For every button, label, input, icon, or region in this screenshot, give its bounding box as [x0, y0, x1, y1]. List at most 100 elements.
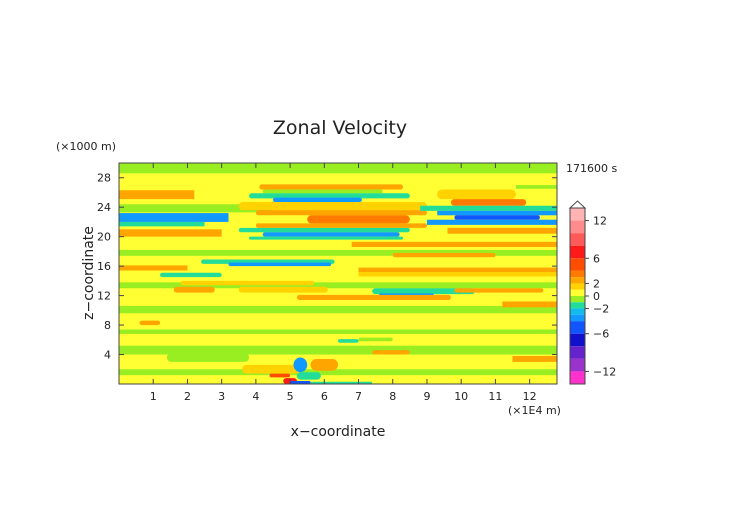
heatmap-cell	[454, 215, 540, 220]
heatmap-cell	[119, 249, 557, 256]
heatmap-cell	[255, 210, 427, 216]
x-tick-label: 11	[488, 390, 502, 403]
colorbar-level	[570, 245, 585, 259]
heatmap-cell	[119, 305, 557, 314]
heatmap-cell	[119, 163, 557, 174]
y-tick-label: 4	[104, 349, 111, 362]
heatmap-cell	[119, 221, 205, 227]
y-axis-label: z−coordinate	[81, 226, 97, 320]
heatmap-cell	[372, 288, 475, 295]
x-tick-label: 12	[523, 390, 537, 403]
colorbar-tick-label: 0	[593, 290, 600, 303]
heatmap-cell	[437, 189, 516, 200]
y-tick-label: 28	[97, 172, 111, 185]
heatmap-cell	[119, 265, 188, 271]
heatmap-cell	[447, 227, 557, 234]
heatmap-cell	[238, 227, 410, 233]
plot-frame	[118, 162, 558, 385]
y-tick-label: 8	[104, 319, 111, 332]
heatmap-cell	[119, 213, 229, 222]
heatmap-cell	[338, 339, 359, 343]
heatmap-cell	[307, 215, 410, 224]
heatmap-cell	[119, 190, 195, 200]
heatmap-cell	[351, 241, 557, 247]
heatmap-cell	[255, 223, 427, 228]
colorbar-level	[570, 289, 585, 296]
colorbar-tick-label: −12	[593, 365, 616, 378]
x-tick-label: 1	[150, 390, 157, 403]
colorbar-tick-label: 2	[593, 277, 600, 290]
heatmap-cell	[512, 356, 557, 362]
heatmap-cell	[173, 286, 215, 293]
heatmap-cell	[296, 372, 321, 380]
x-tick-label: 4	[252, 390, 259, 403]
heatmap-cell	[420, 205, 557, 211]
heatmap-cell	[238, 202, 427, 211]
heatmap-cell	[358, 267, 557, 273]
chart-title: Zonal Velocity	[273, 117, 407, 139]
heatmap-cell	[296, 294, 451, 301]
colorbar-level	[570, 220, 585, 234]
x-axis-label: x−coordinate	[291, 424, 386, 440]
heatmap-cell	[450, 199, 527, 206]
heatmap-cell	[119, 282, 557, 289]
heatmap-cell	[242, 364, 301, 374]
x-tick-label: 8	[389, 390, 396, 403]
heatmap-cell	[139, 320, 161, 326]
heatmap-cell	[272, 197, 362, 203]
heatmap-cell	[119, 229, 222, 237]
colorbar-level	[570, 233, 585, 246]
heatmap-cell	[166, 353, 250, 362]
x-axis-ticks: 1 2 3 4 5 6 7 8 9 10 11 12	[150, 163, 537, 403]
colorbar-tick-label: −6	[593, 328, 609, 341]
colorbar-level	[570, 270, 585, 278]
heatmap-cell	[238, 286, 328, 293]
colorbar: 12 6 20−2 −6 −12	[568, 200, 616, 385]
colorbar-tick-label: 12	[593, 215, 607, 228]
colorbar-level	[570, 358, 585, 372]
colorbar-level	[570, 308, 585, 315]
colorbar-tick-label: −2	[593, 303, 609, 316]
heatmap-cell	[119, 369, 557, 376]
colorbar-level	[570, 296, 585, 303]
x-unit-label: (×1E4 m)	[508, 404, 561, 417]
heatmap-cell	[426, 219, 557, 225]
colorbar-level	[570, 333, 585, 347]
colorbar-tick-label: 6	[593, 252, 600, 265]
heatmap-cell	[454, 288, 544, 293]
heatmap-cell	[372, 350, 410, 355]
heatmap-cell	[290, 381, 311, 384]
heatmap-cell	[228, 262, 332, 267]
heatmap-cell	[515, 185, 557, 189]
x-tick-label: 7	[355, 390, 362, 403]
colorbar-level	[570, 208, 585, 221]
heatmap-cell	[262, 232, 400, 237]
colorbar-level	[570, 283, 585, 290]
heatmap-cell	[249, 193, 410, 199]
x-tick-label: 2	[184, 390, 191, 403]
y-tick-label: 16	[97, 260, 111, 273]
heatmap-cell	[358, 272, 557, 277]
heatmap-plot-area	[118, 162, 558, 385]
heatmap-cell	[249, 236, 404, 240]
heatmap-cell	[160, 272, 222, 278]
x-tick-label: 6	[321, 390, 328, 403]
heatmap-cell	[293, 357, 308, 373]
y-unit-label: (×1000 m)	[56, 140, 116, 153]
x-tick-label: 10	[454, 390, 468, 403]
colorbar-level	[570, 346, 585, 359]
heatmap-cell	[262, 189, 383, 194]
heatmap-cell	[119, 329, 557, 334]
time-label: 171600 s	[566, 162, 617, 175]
colorbar-level	[570, 321, 585, 334]
x-tick-label: 5	[287, 390, 294, 403]
y-tick-label: 20	[97, 231, 111, 244]
heatmap-cell	[310, 381, 373, 384]
heatmap-cell	[437, 210, 557, 216]
colorbar-level	[570, 371, 585, 384]
heatmap-cell	[119, 345, 557, 355]
heatmap-cell	[310, 358, 338, 371]
colorbar-overflow-arrow	[568, 200, 587, 209]
heatmap-cell	[259, 184, 404, 190]
